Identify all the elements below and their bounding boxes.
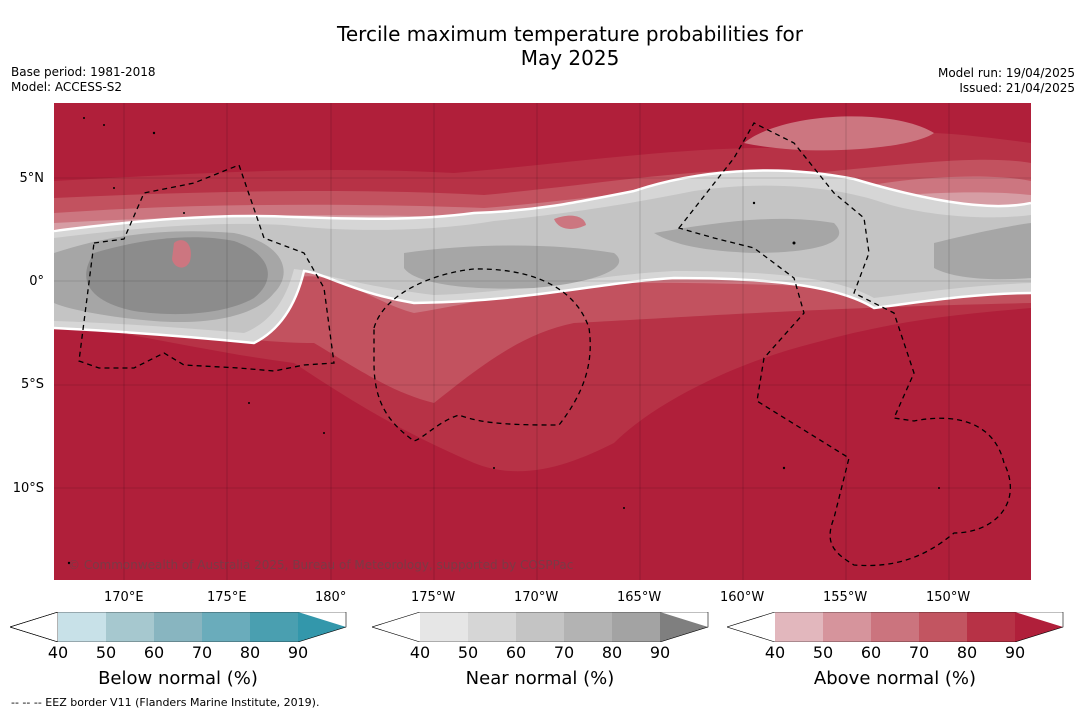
region-near-80 <box>86 237 268 315</box>
colorbar-below-normal <box>10 612 347 642</box>
copyright-text: © Commonwealth of Australia 2025, Bureau… <box>68 558 574 572</box>
x-tick-155w: 155°W <box>823 590 868 605</box>
y-tick-5n: 5°N <box>19 171 45 186</box>
base-period-text: Base period: 1981-2018 <box>11 65 156 79</box>
x-tick-170w: 170°W <box>514 590 559 605</box>
island-markers <box>67 117 940 565</box>
title-line-1: Tercile maximum temperature probabilitie… <box>337 22 803 46</box>
colorbar-near-normal <box>372 612 709 642</box>
cb2-tick-90: 90 <box>649 643 671 662</box>
x-tick-180: 180° <box>315 590 347 605</box>
colorbar-title-above-normal: Above normal (%) <box>813 668 977 689</box>
region-above-60-patch-center <box>554 215 586 229</box>
x-tick-175e: 175°E <box>207 590 247 605</box>
cb2-tick-40: 40 <box>409 643 431 662</box>
contour-near-normal-south <box>54 269 1031 345</box>
title-line-2: May 2025 <box>520 46 620 70</box>
cb3-tick-60: 60 <box>860 643 882 662</box>
y-tick-0: 0° <box>29 274 44 289</box>
chart-title: Tercile maximum temperature probabilitie… <box>0 22 1085 70</box>
cb3-tick-40: 40 <box>764 643 786 662</box>
cb2-tick-50: 50 <box>457 643 479 662</box>
cb3-tick-70: 70 <box>908 643 930 662</box>
meta-right: Model run: 19/04/2025 Issued: 21/04/2025 <box>938 66 1075 96</box>
eez-borders <box>78 122 1011 567</box>
cb1-tick-50: 50 <box>95 643 117 662</box>
x-tick-150w: 150°W <box>926 590 971 605</box>
x-tick-175w: 175°W <box>411 590 456 605</box>
cb1-tick-80: 80 <box>239 643 261 662</box>
cb3-tick-90: 90 <box>1004 643 1026 662</box>
x-tick-160w: 160°W <box>720 590 765 605</box>
probability-map <box>54 103 1031 580</box>
model-run-text: Model run: 19/04/2025 <box>937 66 1075 80</box>
cb1-tick-90: 90 <box>287 643 309 662</box>
x-tick-170e: 170°E <box>104 590 144 605</box>
cb1-tick-70: 70 <box>191 643 213 662</box>
region-above-60-island <box>172 240 191 268</box>
cb1-tick-40: 40 <box>47 643 69 662</box>
region-above-70-south <box>54 263 1031 403</box>
colorbar-title-near-normal: Near normal (%) <box>465 668 615 689</box>
region-near-70 <box>54 218 1031 323</box>
issued-text: Issued: 21/04/2025 <box>959 81 1075 95</box>
meta-left: Base period: 1981-2018 Model: ACCESS-S2 <box>11 65 156 95</box>
eez-legend-footer: -- -- -- EEZ border V11 (Flanders Marine… <box>11 696 320 709</box>
eez-border-east-north <box>677 122 1011 567</box>
cb2-tick-70: 70 <box>553 643 575 662</box>
colorbar-above-normal <box>727 612 1064 642</box>
contour-near-normal <box>54 169 1031 233</box>
x-tick-165w: 165°W <box>617 590 662 605</box>
eez-border-center <box>373 268 591 442</box>
cb1-tick-60: 60 <box>143 643 165 662</box>
cb2-tick-60: 60 <box>505 643 527 662</box>
colorbar-title-below-normal: Below normal (%) <box>98 668 258 689</box>
y-tick-10s: 10°S <box>12 481 44 496</box>
cb3-tick-50: 50 <box>812 643 834 662</box>
cb2-tick-80: 80 <box>601 643 623 662</box>
cb3-tick-80: 80 <box>956 643 978 662</box>
y-tick-5s: 5°S <box>20 377 44 392</box>
model-text: Model: ACCESS-S2 <box>11 80 123 94</box>
